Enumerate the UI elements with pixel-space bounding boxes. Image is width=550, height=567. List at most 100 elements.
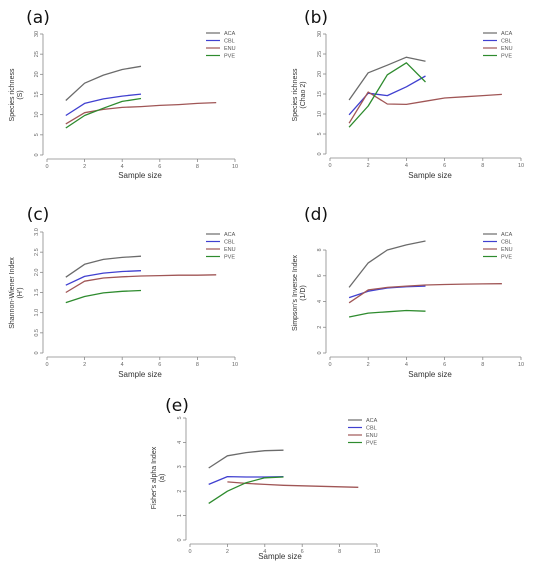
series-line-pve (65, 97, 142, 129)
y-tick-label: 4 (317, 300, 323, 303)
series-line-aca (65, 65, 142, 101)
x-tick-label: 8 (338, 549, 341, 555)
x-tick-label: 4 (121, 164, 124, 170)
x-tick-label: 2 (83, 164, 86, 170)
x-axis-label: Sample size (258, 552, 302, 561)
y-tick-label: 25 (317, 51, 323, 57)
y-axis-label: Species richness (9, 68, 16, 121)
panel-label: (b) (304, 8, 328, 28)
x-tick-label: 10 (232, 164, 238, 170)
x-axis-label: Sample size (118, 370, 162, 379)
legend-label-pve: PVE (224, 54, 235, 60)
series-line-aca (65, 255, 142, 278)
x-tick-label: 10 (518, 362, 524, 368)
x-tick-label: 4 (263, 549, 266, 555)
panel-e: (e) 0 2 4 6 8 10 0 1 2 3 4 5 Sample size Fisher's alph… (151, 396, 380, 561)
y-axis-label: (S) (17, 90, 24, 99)
legend-label-pve: PVE (366, 441, 377, 447)
y-tick-label: 5 (317, 132, 323, 135)
panel-label: (e) (165, 396, 189, 416)
y-tick-label: 20 (34, 71, 40, 77)
y-tick-label: 10 (317, 111, 323, 117)
x-tick-label: 6 (158, 164, 161, 170)
series-line-pve (65, 289, 142, 304)
x-tick-label: 4 (121, 362, 124, 368)
x-tick-label: 2 (226, 549, 229, 555)
x-tick-label: 2 (367, 362, 370, 368)
panel-a: (a) 0 2 4 6 8 10 0 5 10 15 20 25 30 Sample size Species… (9, 8, 238, 180)
legend-label-aca: ACA (224, 232, 236, 238)
y-tick-label: 25 (34, 51, 40, 57)
series-line-pve (348, 309, 426, 318)
series-line-aca (208, 449, 284, 469)
x-tick-label: 6 (443, 163, 446, 169)
y-tick-label: 8 (317, 248, 323, 251)
panel-c: (c) 0 2 4 6 8 10 0 0.5 1.0 1.5 2.0 2.5 3.0 Sample size… (9, 205, 238, 379)
y-tick-label: 3.0 (34, 228, 40, 236)
x-axis-label: Sample size (118, 171, 162, 180)
legend-label-aca: ACA (224, 31, 236, 37)
x-tick-label: 10 (232, 362, 238, 368)
x-axis-label: Sample size (408, 171, 452, 180)
x-tick-label: 2 (83, 362, 86, 368)
y-axis-label: (1/D) (300, 285, 307, 301)
y-tick-label: 0 (34, 153, 40, 156)
series-line-aca (348, 240, 426, 288)
y-axis-label: Fisher's alpha Index (151, 446, 158, 509)
series-line-enu (65, 274, 217, 294)
y-tick-label: 15 (34, 91, 40, 97)
series-line-pve (208, 476, 284, 504)
legend-label-cbl: CBL (501, 240, 512, 246)
series-line-enu (65, 101, 217, 125)
x-tick-label: 10 (374, 549, 380, 555)
legend-label-pve: PVE (224, 255, 235, 261)
x-tick-label: 0 (188, 549, 191, 555)
x-tick-label: 8 (481, 163, 484, 169)
y-axis-label: Shannon-Wiener Index (9, 257, 16, 329)
series-line-pve (348, 62, 426, 128)
y-tick-label: 0.5 (34, 329, 40, 337)
legend-label-cbl: CBL (224, 240, 235, 246)
panel-b: (b) 0 2 4 6 8 10 0 5 10 15 20 25 30 Sample size Species… (292, 8, 524, 180)
x-tick-label: 6 (443, 362, 446, 368)
y-axis-label: (H') (17, 287, 24, 298)
y-tick-label: 5 (177, 416, 183, 419)
y-tick-label: 2 (177, 490, 183, 493)
legend-label-pve: PVE (501, 255, 512, 261)
legend-label-aca: ACA (501, 31, 513, 37)
x-axis-label: Sample size (408, 370, 452, 379)
x-tick-label: 6 (301, 549, 304, 555)
legend-label-enu: ENU (366, 433, 378, 439)
y-tick-label: 0 (177, 538, 183, 541)
y-tick-label: 1.0 (34, 309, 40, 317)
y-tick-label: 2 (317, 326, 323, 329)
legend-label-enu: ENU (224, 247, 236, 253)
y-tick-label: 1 (177, 514, 183, 517)
y-tick-label: 0 (317, 351, 323, 354)
x-tick-label: 6 (158, 362, 161, 368)
series-line-cbl (65, 270, 142, 286)
legend-label-cbl: CBL (224, 39, 235, 45)
x-tick-label: 4 (405, 362, 408, 368)
legend-label-cbl: CBL (501, 39, 512, 45)
x-tick-label: 0 (45, 164, 48, 170)
x-tick-label: 8 (481, 362, 484, 368)
legend-label-pve: PVE (501, 54, 512, 60)
legend-label-enu: ENU (224, 46, 236, 52)
y-tick-label: 30 (34, 31, 40, 37)
y-tick-label: 10 (34, 112, 40, 118)
series-line-enu (227, 481, 359, 488)
y-tick-label: 30 (317, 31, 323, 37)
y-axis-label: Simpson's Inverse Index (292, 254, 299, 331)
series-line-enu (348, 283, 502, 304)
panel-d: (d) 0 2 4 6 8 10 0 2 4 6 8 Sample size Simpson's Inve… (292, 205, 524, 379)
panel-label: (a) (26, 8, 50, 28)
y-tick-label: 2.5 (34, 248, 40, 256)
y-tick-label: 15 (317, 91, 323, 97)
legend-label-enu: ENU (501, 46, 513, 52)
legend-label-aca: ACA (501, 232, 513, 238)
y-tick-label: 20 (317, 71, 323, 77)
legend-label-cbl: CBL (366, 426, 377, 432)
series-line-aca (348, 56, 426, 101)
series-line-cbl (348, 75, 426, 116)
